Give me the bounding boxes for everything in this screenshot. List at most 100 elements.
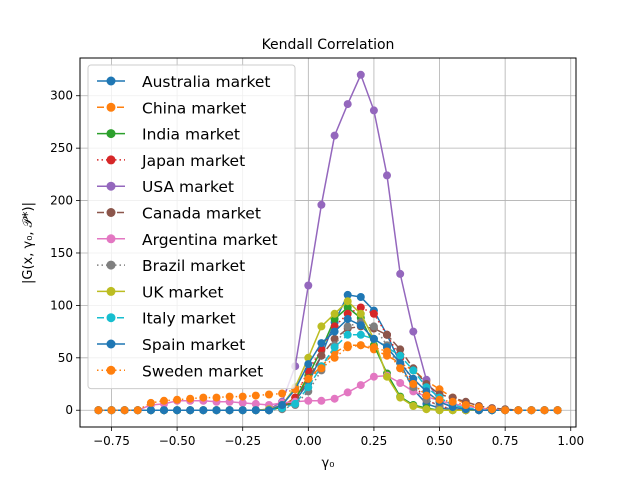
y-tick-label: 100 bbox=[50, 298, 73, 312]
data-point bbox=[343, 100, 352, 109]
data-point bbox=[160, 396, 168, 405]
data-point bbox=[356, 70, 365, 79]
legend-box bbox=[87, 64, 296, 390]
data-point bbox=[396, 269, 405, 278]
data-point bbox=[343, 330, 352, 339]
data-point bbox=[330, 353, 339, 362]
data-point bbox=[356, 303, 365, 312]
legend-marker bbox=[106, 234, 116, 244]
legend-entry: China market bbox=[97, 99, 246, 117]
y-tick-label: 50 bbox=[58, 351, 73, 365]
data-point bbox=[527, 406, 536, 415]
y-tick-label: 300 bbox=[50, 89, 73, 103]
data-point bbox=[212, 393, 221, 402]
data-point bbox=[396, 351, 405, 360]
legend-marker bbox=[106, 208, 116, 217]
data-point bbox=[186, 394, 195, 403]
data-point bbox=[212, 406, 221, 415]
legend-label: Spain market bbox=[142, 336, 245, 354]
legend-label: Japan market bbox=[141, 152, 245, 170]
data-point bbox=[369, 372, 378, 381]
data-point bbox=[304, 281, 313, 290]
x-tick-label: 0.50 bbox=[426, 434, 453, 448]
data-point bbox=[304, 396, 313, 405]
data-point bbox=[396, 364, 405, 373]
data-point bbox=[317, 339, 326, 348]
x-tick-label: −0.75 bbox=[93, 434, 130, 448]
data-point bbox=[501, 406, 510, 415]
data-point bbox=[343, 290, 352, 299]
data-point bbox=[225, 406, 234, 415]
legend-entry: UK market bbox=[97, 283, 223, 301]
legend-marker bbox=[106, 286, 116, 296]
data-point bbox=[251, 406, 260, 415]
data-point bbox=[317, 200, 326, 209]
data-point bbox=[238, 398, 247, 407]
data-point bbox=[304, 360, 313, 369]
data-point bbox=[435, 406, 444, 415]
legend-entry: Canada market bbox=[97, 205, 261, 223]
data-point bbox=[173, 395, 182, 404]
data-point bbox=[186, 406, 195, 415]
y-tick-label: 150 bbox=[50, 246, 73, 260]
legend-marker bbox=[106, 365, 116, 375]
legend-marker bbox=[106, 129, 116, 139]
data-point bbox=[330, 131, 339, 140]
y-tick-label: 0 bbox=[65, 403, 73, 417]
legend-marker bbox=[106, 339, 116, 349]
legend-entry: India market bbox=[97, 126, 240, 144]
legend-label: Canada market bbox=[142, 205, 261, 223]
y-tick-label: 200 bbox=[50, 194, 73, 208]
data-point bbox=[369, 106, 378, 115]
data-point bbox=[383, 330, 391, 339]
data-point bbox=[356, 321, 365, 330]
x-tick-label: 1.00 bbox=[557, 434, 584, 448]
data-point bbox=[343, 343, 352, 352]
data-point bbox=[330, 309, 339, 318]
data-point bbox=[330, 394, 339, 403]
data-point bbox=[160, 406, 168, 415]
data-point bbox=[461, 401, 470, 409]
axis-ticks: −0.75 −0.50 −0.25 0.00 0.25 0.50 0.75 1.00 0 50 10… bbox=[50, 89, 584, 448]
legend-label: Italy market bbox=[142, 310, 236, 328]
legend-marker bbox=[106, 181, 116, 191]
data-point bbox=[435, 395, 444, 404]
legend-marker bbox=[106, 260, 116, 270]
data-point bbox=[396, 379, 405, 387]
data-point bbox=[238, 392, 247, 401]
data-point bbox=[343, 322, 352, 331]
data-point bbox=[146, 406, 155, 415]
legend-entry: Sweden market bbox=[97, 362, 263, 380]
chart-title: Kendall Correlation bbox=[262, 37, 395, 53]
data-point bbox=[330, 334, 339, 343]
data-point bbox=[383, 372, 391, 381]
y-tick-label: 250 bbox=[50, 141, 73, 155]
data-point bbox=[94, 406, 103, 415]
data-point bbox=[369, 343, 378, 352]
data-point bbox=[396, 393, 405, 402]
data-point bbox=[356, 330, 365, 339]
data-point bbox=[120, 406, 129, 415]
legend-label: China market bbox=[142, 99, 246, 117]
data-point bbox=[409, 402, 418, 410]
data-point bbox=[514, 406, 523, 415]
data-point bbox=[343, 315, 352, 323]
data-point bbox=[238, 406, 247, 415]
legend-marker bbox=[106, 313, 116, 323]
data-point bbox=[251, 399, 260, 408]
x-tick-label: 0.00 bbox=[295, 434, 322, 448]
data-point bbox=[343, 388, 352, 397]
legend-entry: Spain market bbox=[97, 336, 245, 354]
data-point bbox=[356, 381, 365, 390]
data-point bbox=[540, 406, 549, 415]
data-point bbox=[356, 293, 365, 301]
legend-entry: Brazil market bbox=[97, 257, 245, 275]
series-sweden-market bbox=[94, 341, 562, 415]
data-point bbox=[278, 401, 287, 409]
x-axis-label: γ₀ bbox=[322, 456, 335, 471]
data-point bbox=[343, 297, 352, 306]
legend-label: UK market bbox=[142, 283, 223, 301]
legend-entry: Italy market bbox=[97, 310, 236, 328]
data-point bbox=[317, 396, 326, 405]
legend-label: Brazil market bbox=[142, 257, 245, 275]
